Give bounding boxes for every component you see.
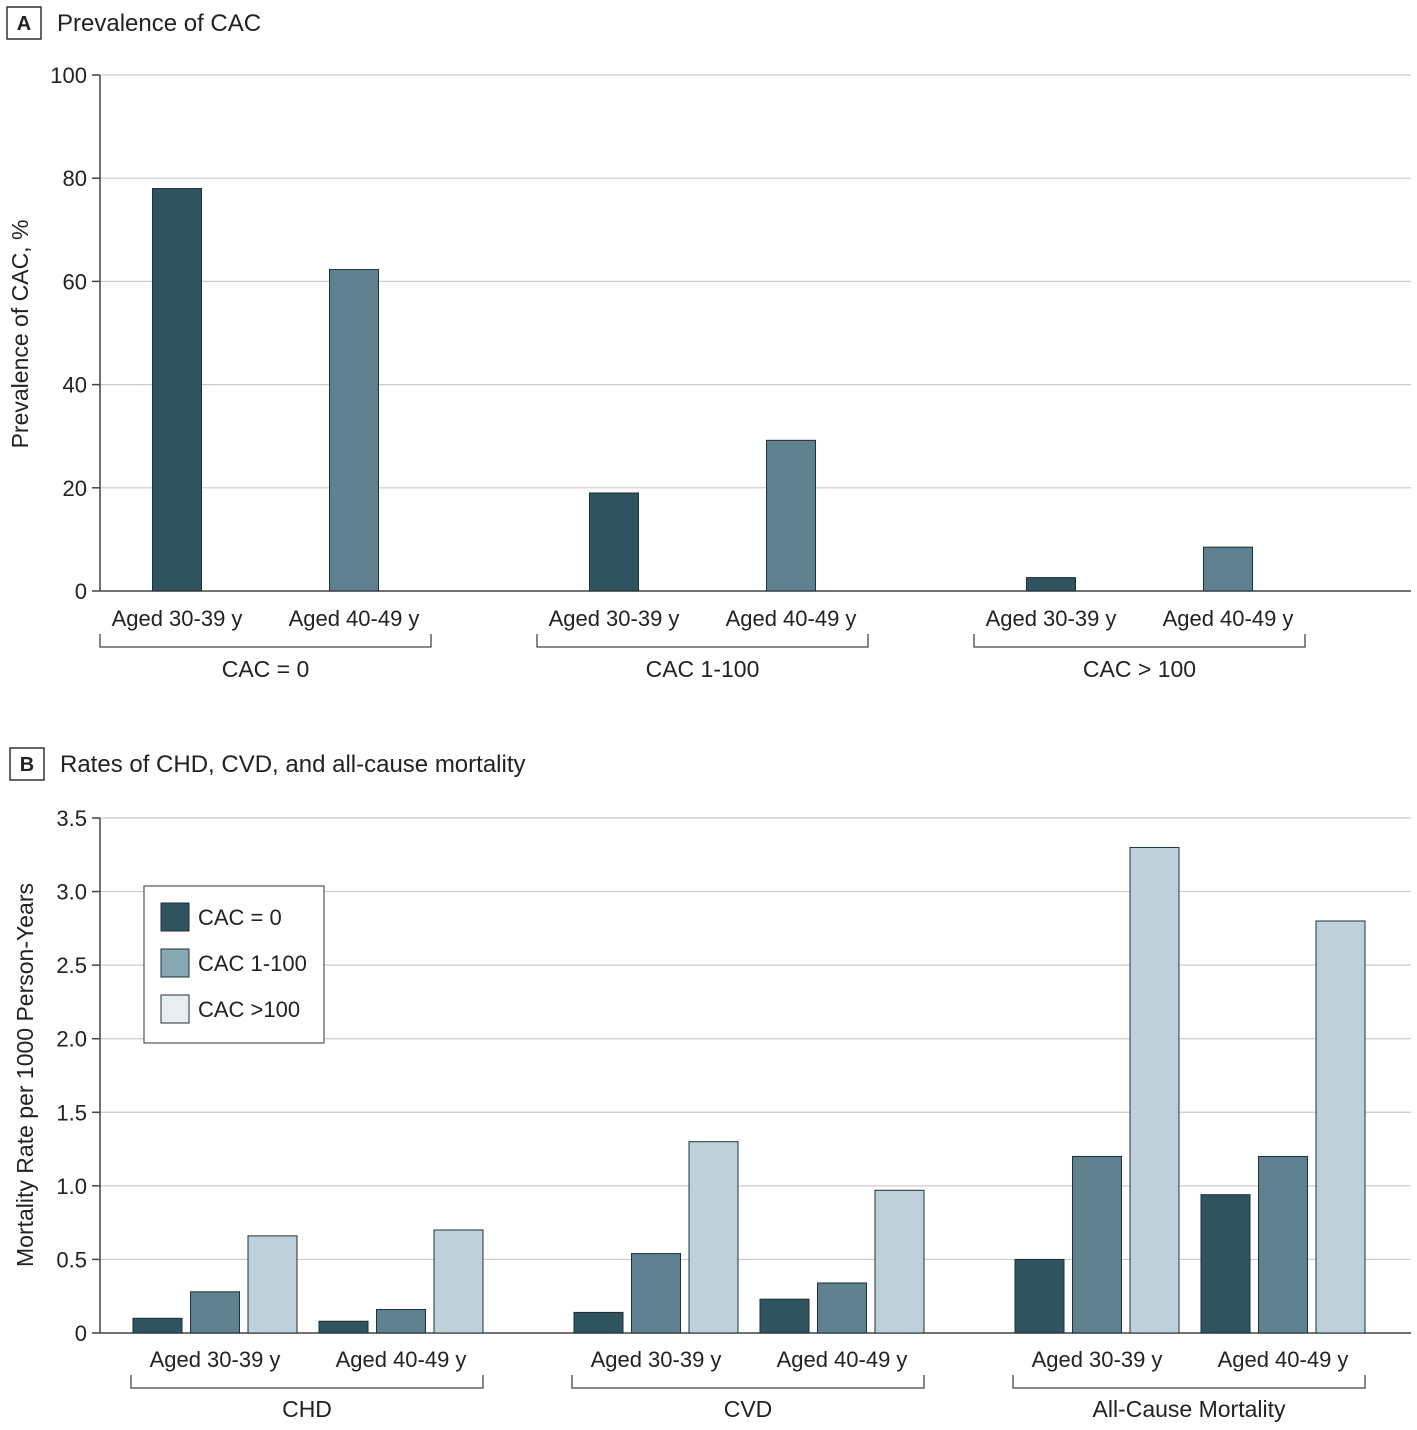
- panel-a-y-tick-label: 100: [50, 63, 87, 88]
- panel-b-bar: [1129, 846, 1180, 1334]
- panel-b-category-label: Aged 40-49 y: [777, 1347, 908, 1372]
- panel-a-badge-letter: A: [17, 13, 31, 35]
- panel-b-bar: [1315, 920, 1366, 1334]
- panel-b-y-tick-label: 1.0: [56, 1174, 87, 1199]
- panel-a-y-tick-label: 20: [63, 476, 87, 501]
- panel-a-bar: [152, 188, 202, 592]
- panel-b-y-tick-label: 0: [75, 1321, 87, 1346]
- panel-a-y-tick-label: 80: [63, 166, 87, 191]
- panel-b-category-label: Aged 40-49 y: [1218, 1347, 1349, 1372]
- panel-b-y-tick-label: 2.5: [56, 953, 87, 978]
- panel-a-bar: [766, 439, 816, 592]
- panel-a-header: A Prevalence of CAC: [6, 6, 261, 40]
- panel-b-group-bracket: [1012, 1375, 1366, 1389]
- panel-b-badge: [9, 747, 45, 781]
- panel-b-bar: [874, 1189, 925, 1334]
- panel-a-group-bracket: [536, 634, 869, 648]
- panel-b-bar: [759, 1298, 810, 1334]
- panel-a-category-label: Aged 30-39 y: [112, 606, 243, 631]
- panel-a-bar: [329, 269, 379, 592]
- panel-b-group-label: CVD: [724, 1396, 773, 1422]
- panel-b-bar: [1072, 1155, 1122, 1334]
- panel-b-category-label: Aged 30-39 y: [150, 1347, 281, 1372]
- panel-b-y-tick-label: 1.5: [56, 1100, 87, 1125]
- panel-a-group-label: CAC > 100: [1083, 656, 1196, 682]
- panel-b-bar: [631, 1253, 681, 1334]
- panel-b-bar: [132, 1317, 183, 1334]
- panel-b-bar: [1014, 1258, 1065, 1334]
- panel-a-bar: [589, 492, 639, 592]
- panel-a-category-label: Aged 40-49 y: [289, 606, 420, 631]
- panel-b-group-label: CHD: [282, 1396, 332, 1422]
- panel-a-category-label: Aged 40-49 y: [726, 606, 857, 631]
- panel-b-bar: [247, 1235, 298, 1334]
- legend-label: CAC 1-100: [198, 951, 307, 976]
- panel-b-badge-letter: B: [20, 754, 34, 776]
- panel-b-title: Rates of CHD, CVD, and all-cause mortali…: [60, 751, 526, 778]
- legend-swatch: [160, 994, 190, 1024]
- panel-b-group-bracket: [130, 1375, 484, 1389]
- panel-a-y-tick-label: 0: [75, 579, 87, 604]
- panel-a-bar: [1026, 577, 1076, 592]
- panel-b-group-bracket: [571, 1375, 925, 1389]
- legend-label: CAC = 0: [198, 905, 282, 930]
- panel-a-category-label: Aged 30-39 y: [549, 606, 680, 631]
- legend-swatch: [160, 948, 190, 978]
- panel-a-title: Prevalence of CAC: [57, 10, 261, 37]
- panel-a-group-bracket: [99, 634, 432, 648]
- panel-b-bar: [1200, 1194, 1251, 1334]
- panel-b-group-label: All-Cause Mortality: [1093, 1396, 1286, 1422]
- panel-a-plot: 0 20 40 60 80 100 Aged 30-39 y Aged 40-49 y CAC …: [50, 63, 1411, 682]
- panel-b-bar: [433, 1229, 484, 1334]
- panel-b-header: B Rates of CHD, CVD, and all-cause morta…: [9, 747, 526, 781]
- panel-b-y-tick-label: 3.0: [56, 880, 87, 905]
- legend-label: CAC >100: [198, 997, 300, 1022]
- panel-b-category-label: Aged 30-39 y: [1032, 1347, 1163, 1372]
- panel-a-badge: [6, 6, 42, 40]
- panel-b-category-label: Aged 30-39 y: [591, 1347, 722, 1372]
- panel-a-category-label: Aged 30-39 y: [986, 606, 1117, 631]
- panel-a-y-axis-label: Prevalence of CAC, %: [7, 220, 33, 449]
- panel-a-y-tick-label: 40: [63, 373, 87, 398]
- panel-a-group-bracket: [973, 634, 1306, 648]
- panel-b-y-axis-label: Mortality Rate per 1000 Person-Years: [12, 883, 38, 1267]
- panel-b-category-label: Aged 40-49 y: [336, 1347, 467, 1372]
- panel-b-bar: [318, 1320, 369, 1334]
- panel-b-y-tick-label: 2.0: [56, 1027, 87, 1052]
- panel-b-y-tick-label: 3.5: [56, 806, 87, 831]
- panel-b-bar: [817, 1282, 867, 1334]
- panel-a-y-tick-label: 60: [63, 269, 87, 294]
- panel-b-bar: [376, 1308, 426, 1334]
- panel-a-bar: [1203, 546, 1253, 592]
- panel-b-bar: [190, 1291, 240, 1334]
- legend-swatch: [160, 902, 190, 932]
- panel-a-group-label: CAC 1-100: [646, 656, 760, 682]
- panel-b-plot: 0 0.5 1.0 1.5 2.0 2.5 3.0 3.5 Aged 30-39 y Aged 4…: [56, 806, 1411, 1422]
- panel-b-bar: [688, 1141, 739, 1334]
- panel-b-legend: CAC = 0 CAC 1-100 CAC >100: [143, 885, 325, 1044]
- panel-a-group-label: CAC = 0: [222, 656, 310, 682]
- panel-a-category-label: Aged 40-49 y: [1163, 606, 1294, 631]
- panel-b-bar: [573, 1311, 624, 1334]
- panel-b-bar: [1258, 1155, 1308, 1334]
- panel-b-y-tick-label: 0.5: [56, 1247, 87, 1272]
